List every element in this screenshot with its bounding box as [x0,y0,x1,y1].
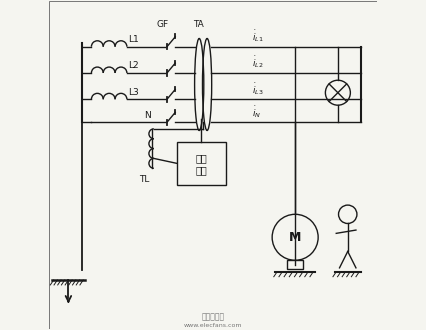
Text: L2: L2 [129,61,139,70]
Text: TA: TA [193,19,204,29]
Bar [177,142,226,185]
Text: L3: L3 [129,88,139,97]
Text: $\dot{i}_{L2}$: $\dot{i}_{L2}$ [253,55,264,70]
Text: L1: L1 [129,35,139,44]
Text: M: M [289,231,301,244]
Text: www.elecfans.com: www.elecfans.com [184,323,242,328]
Text: $\dot{i}_{N}$: $\dot{i}_{N}$ [253,104,262,120]
Text: GF: GF [156,19,168,29]
Text: TL: TL [139,175,149,184]
Text: 环节: 环节 [196,165,207,175]
Text: N: N [144,111,151,120]
Bar [287,260,303,269]
Text: 中间: 中间 [196,153,207,163]
Text: $\dot{i}_{L1}$: $\dot{i}_{L1}$ [253,29,264,44]
Text: 电子发烧友: 电子发烧友 [201,312,225,321]
Text: $\dot{i}_{L3}$: $\dot{i}_{L3}$ [253,81,264,97]
